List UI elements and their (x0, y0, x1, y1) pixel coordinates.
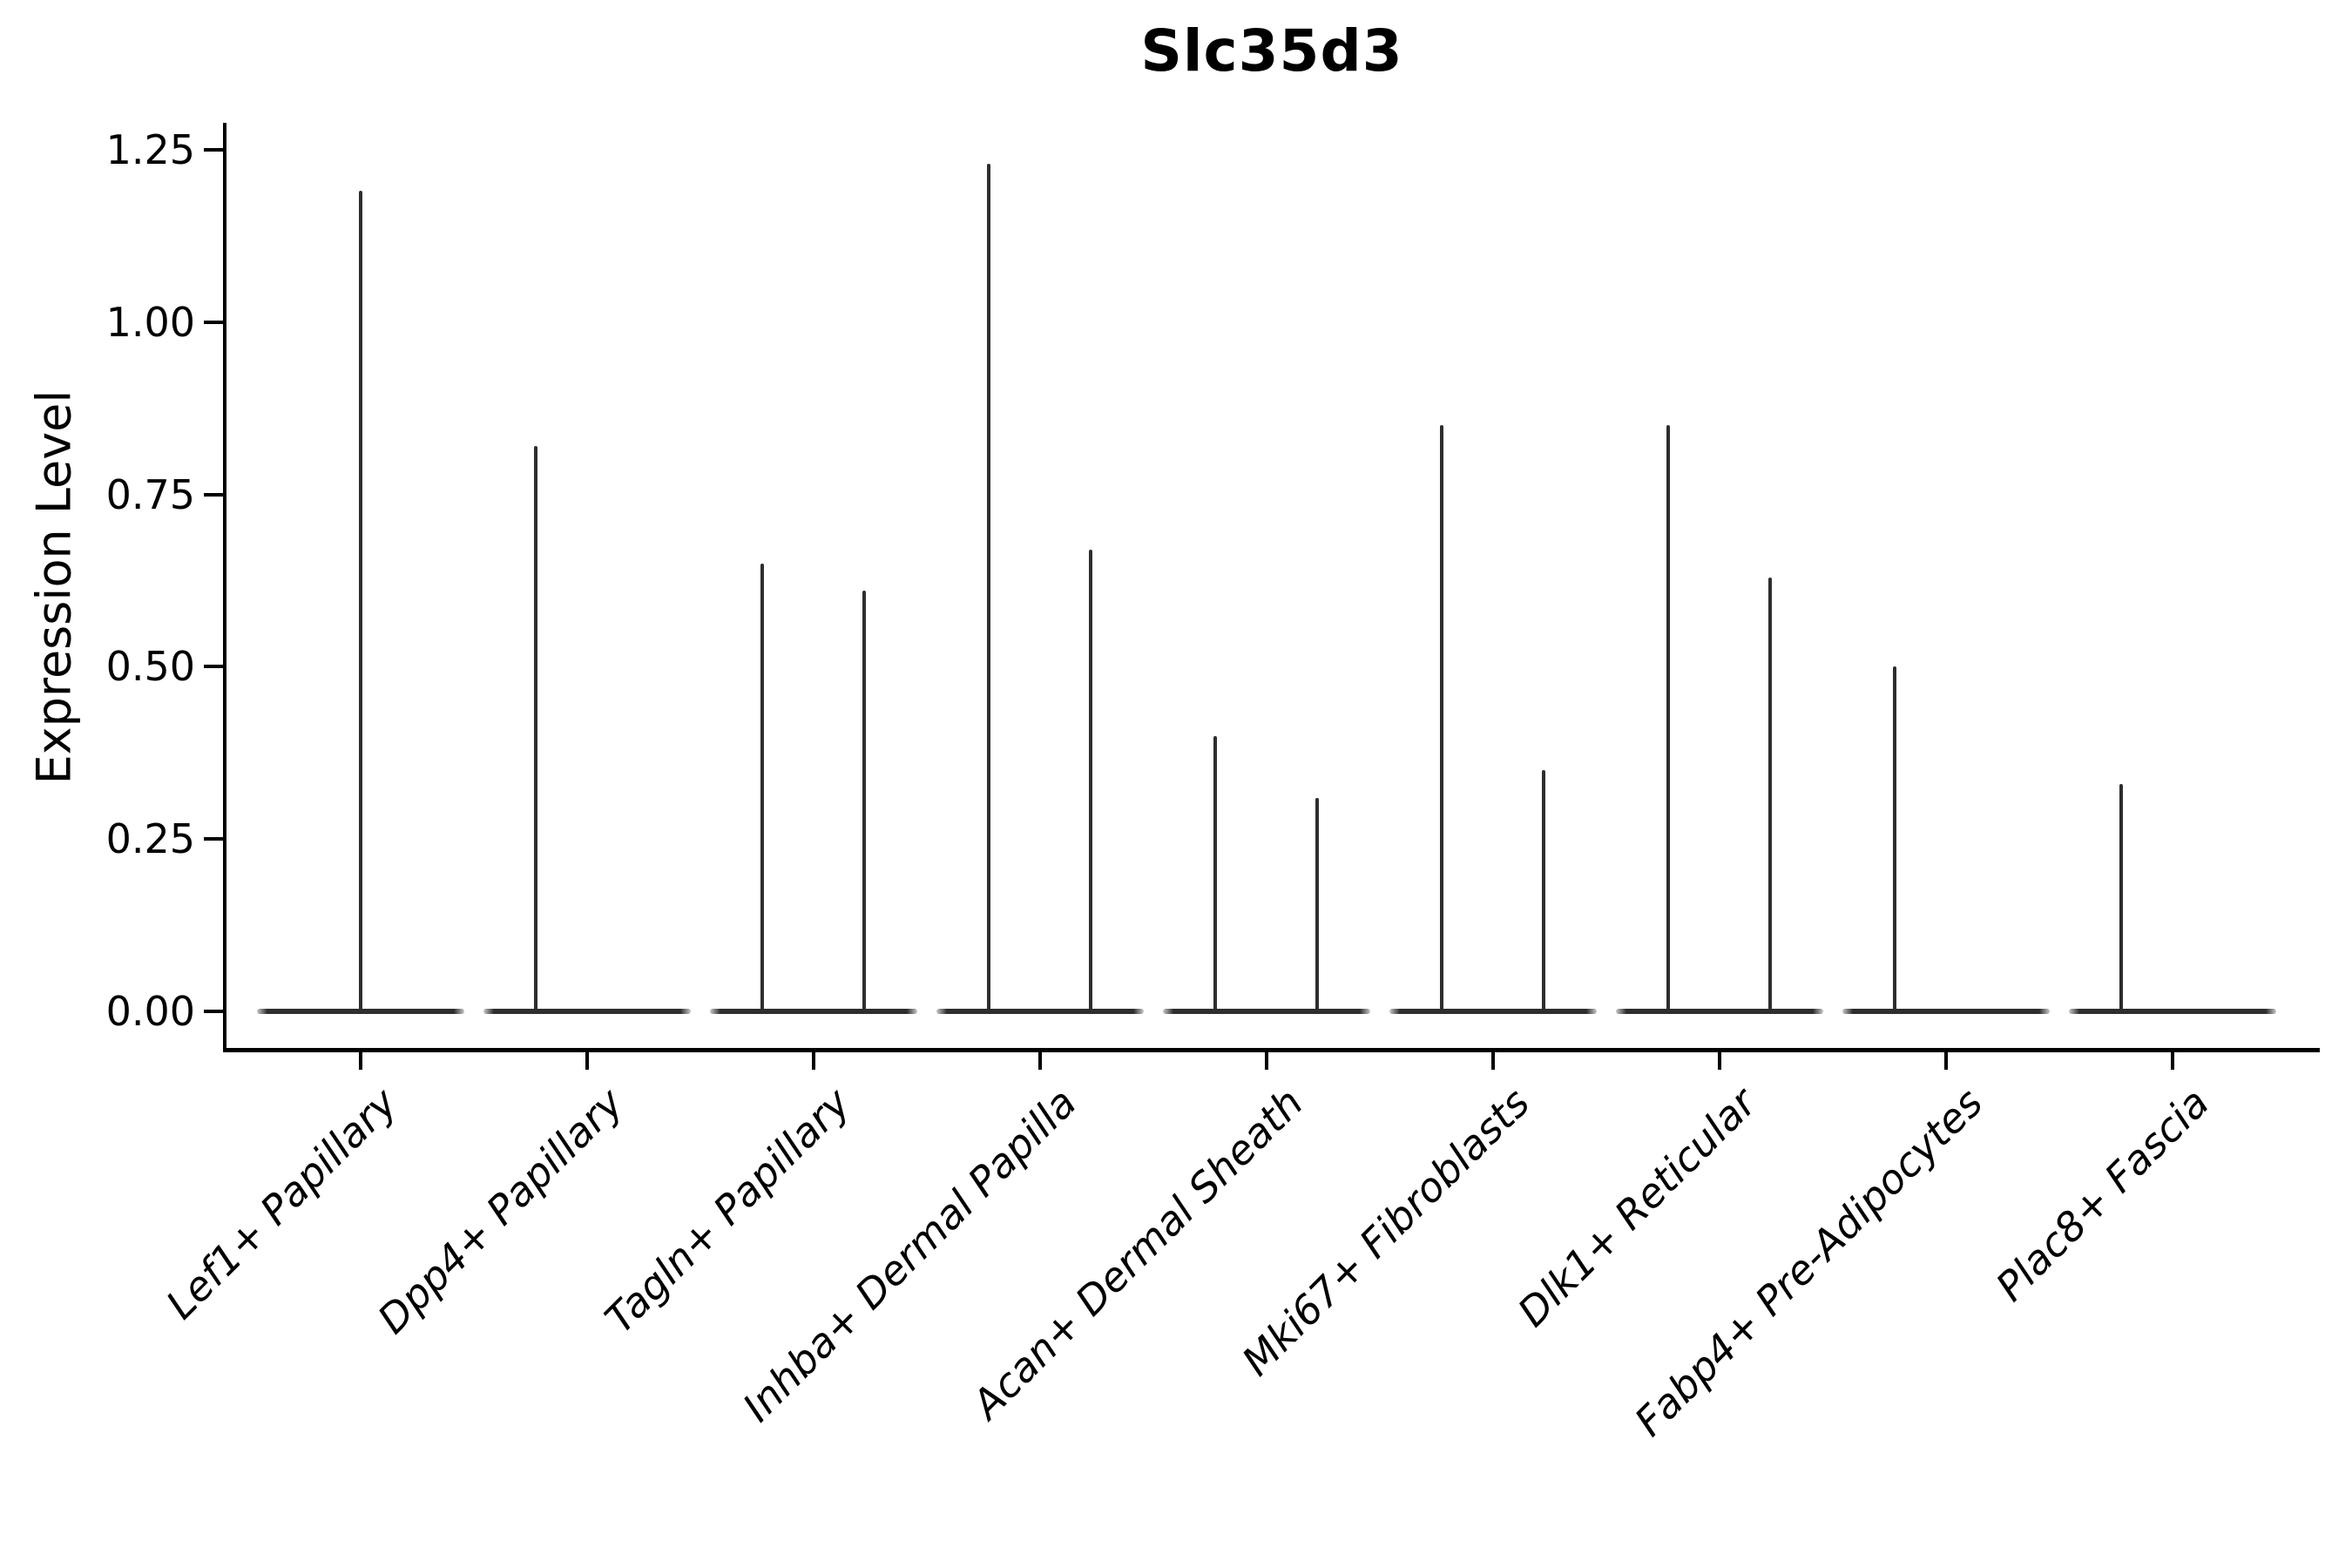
x-tick-label: Dlk1+ Reticular (1508, 1078, 1766, 1336)
violin-spike (1542, 770, 1545, 1013)
y-tick-mark (204, 837, 223, 841)
y-tick-mark (204, 1010, 223, 1013)
y-tick-label: 1.00 (105, 298, 195, 346)
violin-spike (987, 163, 990, 1013)
violin-spike (1768, 577, 1772, 1013)
y-tick-label: 0.75 (105, 470, 195, 518)
y-tick-mark (204, 492, 223, 497)
violin-baseline (483, 1009, 691, 1014)
y-tick-mark (204, 320, 223, 324)
violin-spike (1089, 549, 1092, 1013)
violin-spike (760, 563, 764, 1013)
y-axis-label: Expression Level (26, 389, 82, 785)
x-tick-label: Plac8+ Fascia (1986, 1078, 2219, 1310)
x-tick-label: Dpp4+ Papillary (368, 1078, 633, 1343)
y-tick-mark (204, 148, 223, 152)
violin-spike (1440, 425, 1443, 1013)
y-tick-label: 0.25 (105, 815, 195, 863)
violin-baseline (1162, 1009, 1370, 1014)
violin-baseline (1389, 1009, 1597, 1014)
y-tick-label: 1.25 (105, 126, 195, 173)
x-tick-mark (358, 1052, 362, 1070)
y-axis-spine (223, 123, 226, 1052)
x-tick-label: Lef1+ Papillary (157, 1078, 407, 1328)
x-tick-label: Tagln+ Papillary (595, 1078, 860, 1342)
violin-spike (862, 591, 866, 1013)
violin-baseline (936, 1009, 1144, 1014)
violin-spike (358, 191, 362, 1013)
x-tick-mark (1264, 1052, 1268, 1070)
violin-baseline (1842, 1009, 2050, 1014)
x-tick-mark (585, 1052, 589, 1070)
violin-spike (534, 446, 537, 1013)
x-tick-mark (1943, 1052, 1948, 1070)
x-axis-spine (223, 1048, 2320, 1052)
violin-spike (1315, 797, 1319, 1013)
violin-spike (1213, 735, 1217, 1013)
x-tick-mark (811, 1052, 815, 1070)
x-tick-mark (1037, 1052, 1042, 1070)
x-tick-mark (2170, 1052, 2174, 1070)
violin-spike (2119, 783, 2123, 1013)
violin-baseline (709, 1009, 917, 1014)
violin-spike (1893, 666, 1896, 1013)
y-tick-mark (204, 665, 223, 669)
y-tick-label: 0.00 (105, 988, 195, 1035)
violin-baseline (1615, 1009, 1823, 1014)
plot-title: Slc35d3 (1140, 17, 1403, 84)
x-tick-mark (1490, 1052, 1495, 1070)
x-tick-mark (1717, 1052, 1721, 1070)
y-tick-label: 0.50 (105, 643, 195, 691)
violin-spike (1666, 425, 1670, 1013)
violin-baseline (2068, 1009, 2276, 1014)
